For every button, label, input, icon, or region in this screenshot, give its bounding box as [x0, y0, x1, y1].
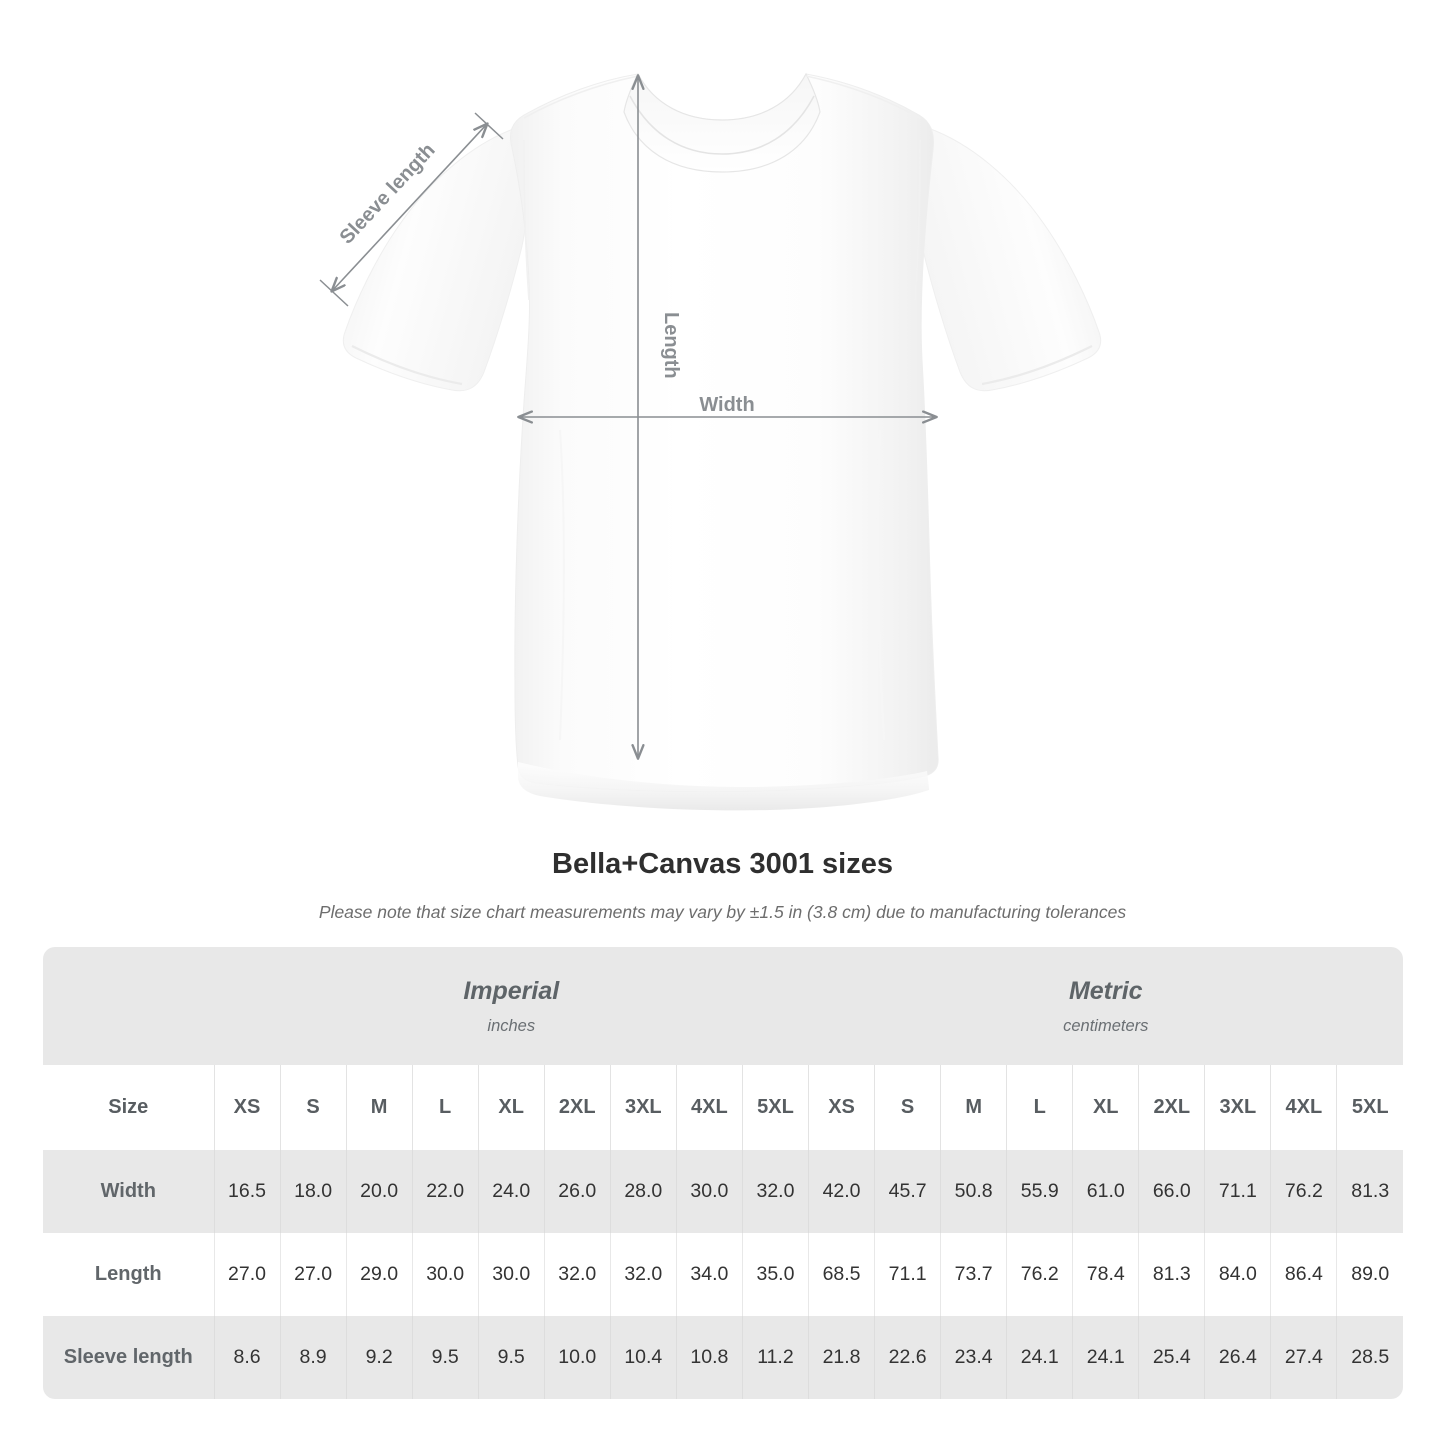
cell-length-metric-4xl: 86.4 [1270, 1233, 1337, 1316]
tolerance-note: Please note that size chart measurements… [318, 902, 1127, 922]
cell-length-imperial-xl: 30.0 [477, 1233, 545, 1316]
column-header-size-m-imperial: M [345, 1065, 413, 1150]
cell-sleeve-length-metric-2xl: 25.4 [1138, 1316, 1205, 1399]
size-chart-table-container: Imperial inches Metric centimeters Size X… [43, 947, 1404, 1399]
column-header-size-l-metric: L [1006, 1065, 1073, 1150]
cell-length-imperial-4xl: 34.0 [675, 1233, 743, 1316]
column-header-size-xs-metric: XS [808, 1065, 875, 1150]
cell-width-imperial-l: 22.0 [411, 1150, 479, 1233]
cell-length-metric-m: 73.7 [940, 1233, 1007, 1316]
cell-width-imperial-3xl: 28.0 [609, 1150, 677, 1233]
cell-length-imperial-l: 30.0 [411, 1233, 479, 1316]
cell-width-metric-5xl: 81.3 [1336, 1150, 1404, 1233]
page-title: Bella+Canvas 3001 sizes [552, 848, 893, 880]
chart-heading-block: Bella+Canvas 3001 sizes Please note that… [0, 845, 1445, 924]
cell-sleeve-length-imperial-xs: 8.6 [213, 1316, 281, 1399]
cell-width-metric-l: 55.9 [1006, 1150, 1073, 1233]
unit-group-metric: Metric centimeters [808, 947, 1404, 1065]
cell-length-metric-5xl: 89.0 [1336, 1233, 1404, 1316]
cell-length-imperial-s: 27.0 [279, 1233, 347, 1316]
cell-sleeve-length-metric-3xl: 26.4 [1204, 1316, 1271, 1399]
unit-group-imperial-sub: inches [487, 1016, 536, 1035]
cell-width-metric-2xl: 66.0 [1138, 1150, 1205, 1233]
width-label: Width [699, 394, 754, 416]
row-label-length: Length [43, 1233, 214, 1316]
cell-length-imperial-m: 29.0 [345, 1233, 413, 1316]
unit-group-metric-name: Metric [1068, 976, 1143, 1005]
column-header-size-xl-metric: XL [1072, 1065, 1139, 1150]
unit-group-header-row: Imperial inches Metric centimeters [43, 947, 1404, 1065]
column-header-size-m-metric: M [940, 1065, 1007, 1150]
cell-length-metric-2xl: 81.3 [1138, 1233, 1205, 1316]
cell-length-metric-xs: 68.5 [808, 1233, 875, 1316]
cell-sleeve-length-imperial-2xl: 10.0 [543, 1316, 611, 1399]
cell-length-imperial-3xl: 32.0 [609, 1233, 677, 1316]
column-header-size-3xl-metric: 3XL [1204, 1065, 1271, 1150]
unit-group-imperial: Imperial inches [214, 947, 809, 1065]
column-header-size-3xl-imperial: 3XL [609, 1065, 677, 1150]
cell-width-imperial-4xl: 30.0 [675, 1150, 743, 1233]
cell-width-imperial-xl: 24.0 [477, 1150, 545, 1233]
cell-sleeve-length-imperial-4xl: 10.8 [675, 1316, 743, 1399]
unit-group-metric-sub: centimeters [1063, 1016, 1149, 1035]
cell-length-imperial-5xl: 35.0 [741, 1233, 809, 1316]
cell-length-metric-l: 76.2 [1006, 1233, 1073, 1316]
cell-length-metric-xl: 78.4 [1072, 1233, 1139, 1316]
cell-sleeve-length-imperial-xl: 9.5 [477, 1316, 545, 1399]
unit-band-blank-cell [43, 947, 214, 1065]
cell-width-imperial-2xl: 26.0 [543, 1150, 611, 1233]
cell-width-metric-s: 45.7 [874, 1150, 941, 1233]
column-header-size-4xl-metric: 4XL [1270, 1065, 1337, 1150]
column-header-size: Size [43, 1065, 214, 1150]
table-row: Length 27.0 27.0 29.0 30.0 30.0 32.0 32.0 34.0 35… [43, 1233, 1404, 1316]
column-header-size-5xl-metric: 5XL [1336, 1065, 1404, 1150]
row-label-width: Width [43, 1150, 214, 1233]
tshirt-illustration: Length Width Sleeve length [319, 72, 1102, 811]
cell-width-imperial-s: 18.0 [279, 1150, 347, 1233]
column-header-size-l-imperial: L [411, 1065, 479, 1150]
cell-width-metric-m: 50.8 [940, 1150, 1007, 1233]
column-header-size-xl-imperial: XL [477, 1065, 545, 1150]
cell-sleeve-length-metric-m: 23.4 [940, 1316, 1007, 1399]
column-header-size-s-metric: S [874, 1065, 941, 1150]
tshirt-body-shape [342, 72, 1102, 811]
cell-length-metric-3xl: 84.0 [1204, 1233, 1271, 1316]
column-header-size-2xl-metric: 2XL [1138, 1065, 1205, 1150]
cell-sleeve-length-metric-xs: 21.8 [808, 1316, 875, 1399]
column-header-size-5xl-imperial: 5XL [741, 1065, 809, 1150]
sleeve-length-measure-arrow [319, 112, 504, 307]
cell-sleeve-length-metric-xl: 24.1 [1072, 1316, 1139, 1399]
cell-sleeve-length-imperial-s: 8.9 [279, 1316, 347, 1399]
cell-width-metric-xl: 61.0 [1072, 1150, 1139, 1233]
column-header-size-s-imperial: S [279, 1065, 347, 1150]
size-chart-table: Imperial inches Metric centimeters Size X… [43, 947, 1404, 1399]
cell-sleeve-length-imperial-3xl: 10.4 [609, 1316, 677, 1399]
cell-sleeve-length-metric-s: 22.6 [874, 1316, 941, 1399]
column-header-size-xs-imperial: XS [213, 1065, 281, 1150]
cell-sleeve-length-metric-l: 24.1 [1006, 1316, 1073, 1399]
column-header-size-2xl-imperial: 2XL [543, 1065, 611, 1150]
cell-sleeve-length-metric-4xl: 27.4 [1270, 1316, 1337, 1399]
cell-sleeve-length-metric-5xl: 28.5 [1336, 1316, 1404, 1399]
table-row: Width 16.5 18.0 20.0 22.0 24.0 26.0 28.0 30.0 32.… [43, 1150, 1404, 1233]
cell-length-imperial-2xl: 32.0 [543, 1233, 611, 1316]
table-row: Sleeve length 8.6 8.9 9.2 9.5 9.5 10.0 10.4 10.8… [43, 1316, 1404, 1399]
row-label-sleeve-length: Sleeve length [43, 1316, 214, 1399]
cell-sleeve-length-imperial-5xl: 11.2 [741, 1316, 809, 1399]
cell-length-metric-s: 71.1 [874, 1233, 941, 1316]
cell-width-imperial-5xl: 32.0 [741, 1150, 809, 1233]
cell-sleeve-length-imperial-m: 9.2 [345, 1316, 413, 1399]
length-label: Length [660, 312, 682, 379]
cell-width-metric-3xl: 71.1 [1204, 1150, 1271, 1233]
unit-group-imperial-name: Imperial [463, 976, 560, 1005]
cell-width-metric-4xl: 76.2 [1270, 1150, 1337, 1233]
size-header-row: Size XS S M L XL 2XL 3XL 4XL 5XL XS S M L XL 2XL 3XL 4XL 5… [43, 1065, 1404, 1150]
cell-length-imperial-xs: 27.0 [213, 1233, 281, 1316]
column-header-size-4xl-imperial: 4XL [675, 1065, 743, 1150]
cell-width-metric-xs: 42.0 [808, 1150, 875, 1233]
cell-sleeve-length-imperial-l: 9.5 [411, 1316, 479, 1399]
cell-width-imperial-xs: 16.5 [213, 1150, 281, 1233]
cell-width-imperial-m: 20.0 [345, 1150, 413, 1233]
